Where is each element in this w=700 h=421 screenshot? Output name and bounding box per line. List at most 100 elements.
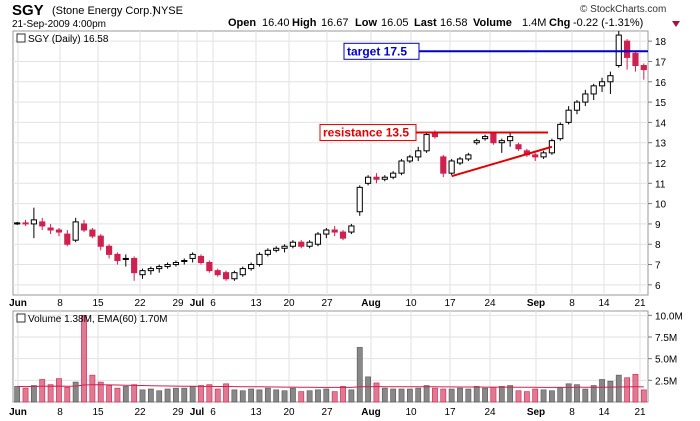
price-x-tick-label: 10 xyxy=(405,298,417,309)
volume-bar xyxy=(557,386,564,403)
volume-x-tick-label: 15 xyxy=(92,407,104,418)
volume-x-tick-label: 8 xyxy=(57,407,63,418)
volume-bar xyxy=(306,390,313,403)
volume-bar xyxy=(356,347,363,403)
candle-body xyxy=(131,257,138,274)
volume-bar xyxy=(315,389,321,403)
copyright-link[interactable]: © StockCharts.com xyxy=(580,4,667,15)
price-x-tick-label: 27 xyxy=(321,298,333,309)
candle-body xyxy=(440,156,447,174)
volume-bar xyxy=(465,388,472,403)
volume-x-tick-label: 10 xyxy=(405,407,417,418)
candle-body xyxy=(640,65,647,71)
candle-body xyxy=(122,257,129,260)
volume-bar xyxy=(490,386,497,403)
candle-body xyxy=(624,40,631,58)
volume-bar xyxy=(223,383,229,403)
volume-bar xyxy=(406,388,413,403)
volume-bar xyxy=(323,388,330,403)
price-x-tick-label: 22 xyxy=(134,298,146,309)
support-trendline xyxy=(451,145,553,178)
volume-bar xyxy=(348,389,355,403)
volume-x-tick-label: Jul xyxy=(190,407,205,418)
volume-x-tick-label: 14 xyxy=(598,407,610,418)
volume-bar xyxy=(574,384,580,403)
candle-body xyxy=(298,241,305,247)
candle-body xyxy=(406,156,413,162)
price-x-tick-label: 8 xyxy=(57,298,63,309)
datetime-label: 21-Sep-2009 4:00pm xyxy=(12,19,106,30)
price-tick-label: 17 xyxy=(655,57,667,68)
candle-body xyxy=(465,154,472,160)
candle-body xyxy=(189,253,196,259)
candle-body xyxy=(306,241,313,247)
price-x-tick-label: Jul xyxy=(190,298,205,309)
volume-bar xyxy=(89,374,96,403)
price-tick-label: 16 xyxy=(655,78,667,89)
volume-bar xyxy=(131,384,138,403)
candle-body xyxy=(314,233,322,245)
candle-body xyxy=(172,262,180,266)
price-x-tick-label: 20 xyxy=(283,298,295,309)
volume-x-tick-label: 21 xyxy=(634,407,646,418)
candle-body xyxy=(72,221,79,241)
volume-bar xyxy=(565,383,572,403)
candle-body xyxy=(147,268,154,272)
candle-body xyxy=(557,123,564,140)
resistance-label-box xyxy=(319,124,417,142)
volume-x-tick-label: Aug xyxy=(361,407,380,418)
target-label: target 17.5 xyxy=(347,44,407,58)
legend-icon xyxy=(16,33,26,43)
volume-tick-label: 5.0M xyxy=(655,355,677,366)
volume-bar xyxy=(298,391,305,403)
candle-body xyxy=(39,221,46,227)
volume-bar xyxy=(624,377,631,403)
volume-x-tick-label: 20 xyxy=(283,407,295,418)
candle-body xyxy=(181,259,188,262)
volume-bar xyxy=(615,374,622,403)
volume-bar xyxy=(47,384,54,403)
candle-body xyxy=(139,270,146,276)
volume-bar xyxy=(81,315,87,403)
price-x-tick-label: 14 xyxy=(598,298,610,309)
price-x-tick-label: 29 xyxy=(172,298,184,309)
volume-bar xyxy=(72,381,79,403)
volume-bar xyxy=(122,386,129,403)
candle-body xyxy=(222,272,230,280)
volume-bar xyxy=(248,388,255,403)
volume-ema-line xyxy=(17,384,644,388)
candle-body xyxy=(615,34,622,67)
candle-body xyxy=(206,262,213,272)
volume-legend: Volume 1.38M, EMA(60) 1.70M xyxy=(28,314,168,325)
candle-body xyxy=(289,241,296,247)
volume-x-tick-label: Jun xyxy=(9,407,27,418)
candle-body xyxy=(97,235,104,247)
volume-bar xyxy=(373,382,380,403)
price-legend: SGY (Daily) 16.58 xyxy=(28,34,109,45)
last-label: Last xyxy=(414,17,437,29)
candle-body xyxy=(331,229,338,233)
volume-bar xyxy=(340,386,346,403)
volume-bar xyxy=(440,388,447,403)
volume-bar xyxy=(448,388,455,403)
volume-bar xyxy=(432,387,438,403)
candle-body xyxy=(507,136,514,142)
candle-body xyxy=(264,249,271,255)
candle-body xyxy=(281,245,288,249)
candle-body xyxy=(573,101,581,111)
candle-body xyxy=(348,225,355,233)
candle-body xyxy=(381,176,388,180)
volume-bar xyxy=(582,388,589,403)
candle-body xyxy=(105,245,113,255)
price-x-tick-label: Aug xyxy=(361,298,380,309)
volume-bar xyxy=(147,388,154,403)
candle-body xyxy=(156,266,163,270)
candle-body xyxy=(590,85,597,95)
price-x-tick-label: 8 xyxy=(569,298,575,309)
volume-bar xyxy=(114,387,121,403)
volume-value: 1.4M xyxy=(522,17,547,29)
volume-tick-label: 7.5M xyxy=(655,333,677,344)
candle-body xyxy=(30,219,37,225)
change-value: -0.22 (-1.31%) xyxy=(573,17,644,29)
